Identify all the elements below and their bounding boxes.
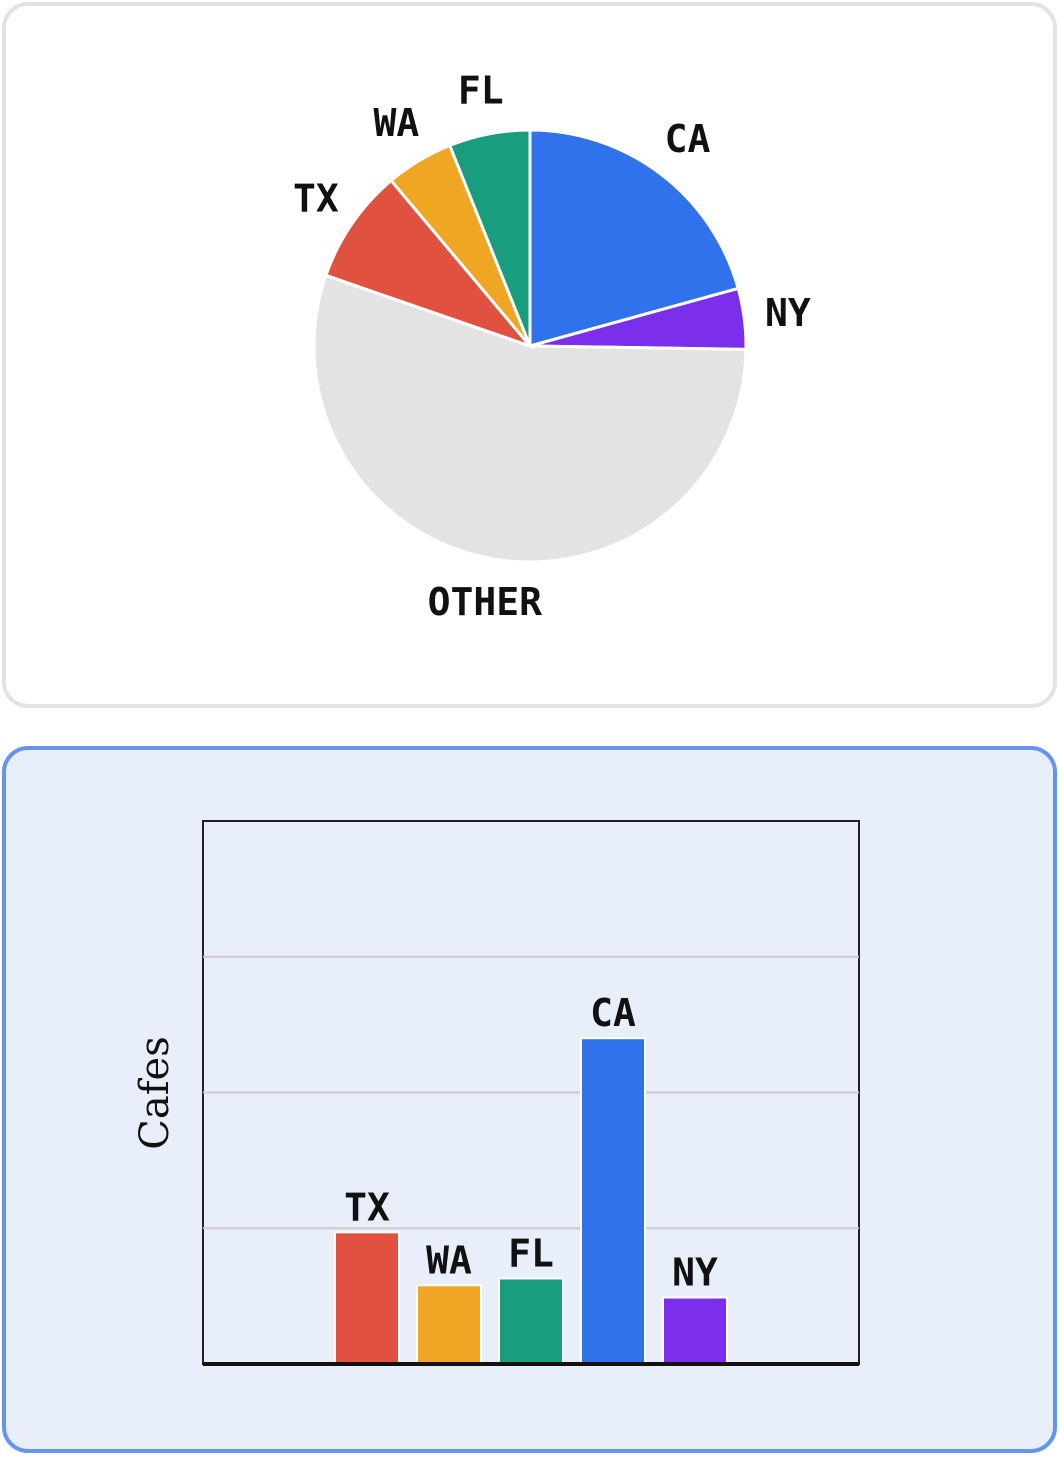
bar-label-tx: TX — [344, 1185, 390, 1229]
bar-fl — [498, 1277, 564, 1365]
pie-label-ca: CA — [665, 117, 711, 161]
pie-slice-fl — [447, 128, 532, 347]
pie-chart: CA NY OTHER TX WA FL — [293, 69, 811, 624]
pie-label-other: OTHER — [428, 580, 543, 624]
pie-slice-other — [312, 273, 748, 564]
bar-label-fl: FL — [508, 1231, 554, 1275]
pie-label-wa: WA — [374, 101, 420, 145]
bar-ny — [662, 1296, 728, 1365]
pie-label-ny: NY — [765, 291, 811, 335]
bar-chart-panel: Cafes TX WA FL CA NY — [2, 746, 1057, 1453]
bar-label-ca: CA — [590, 991, 636, 1035]
bar-label-ny: NY — [672, 1250, 718, 1294]
bar-chart: Cafes TX WA FL CA NY — [132, 820, 860, 1366]
bar-wa — [416, 1284, 482, 1366]
bar-label-wa: WA — [426, 1238, 472, 1282]
pie-slice-ca — [528, 128, 741, 348]
pie-label-tx: TX — [293, 177, 339, 221]
y-axis-label: Cafes — [132, 1036, 178, 1149]
bar-tx — [334, 1231, 400, 1366]
bar-ca — [580, 1037, 646, 1365]
pie-label-fl: FL — [458, 69, 504, 113]
pie-slice-tx — [323, 178, 535, 350]
pie-chart-panel: CA NY OTHER TX WA FL — [2, 2, 1057, 708]
